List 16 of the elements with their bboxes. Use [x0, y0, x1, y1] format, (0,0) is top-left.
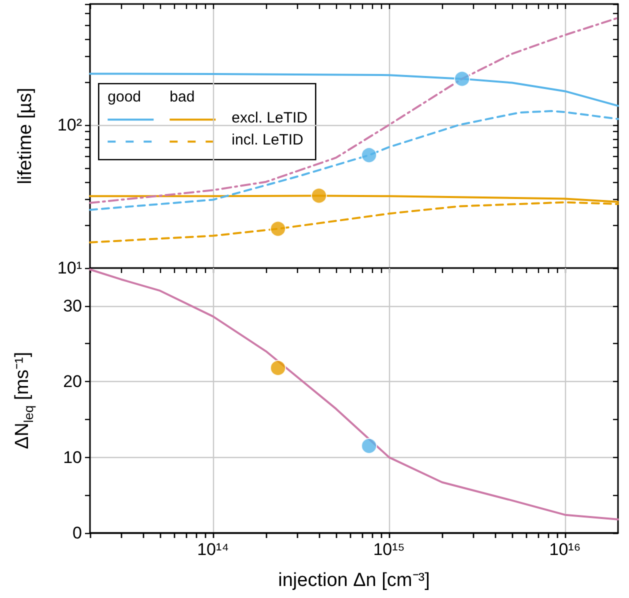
legend-label: incl. LeTID [232, 132, 304, 149]
annotation: good [108, 88, 142, 106]
x-tick-label: 10¹⁴ [197, 540, 229, 559]
y-tick-label: 10¹ [57, 258, 82, 278]
legend-label: excl. LeTID [232, 110, 308, 127]
y-tick-label: 0 [72, 524, 82, 542]
y-axis-title: ΔNleq [ms⁻¹] [12, 352, 36, 450]
x-tick-label: 10¹⁶ [549, 540, 581, 559]
y-axis-title: lifetime [µs] [15, 88, 36, 184]
y-tick-label: 30 [63, 296, 82, 316]
y-tick-label: 20 [63, 372, 82, 392]
annotation: bad [170, 88, 195, 106]
y-tick-label: 10 [63, 448, 82, 467]
y-tick-label: 10² [57, 115, 82, 134]
x-axis-title: injection Δn [cm⁻³] [278, 570, 430, 591]
x-tick-label: 10¹⁵ [373, 540, 405, 559]
